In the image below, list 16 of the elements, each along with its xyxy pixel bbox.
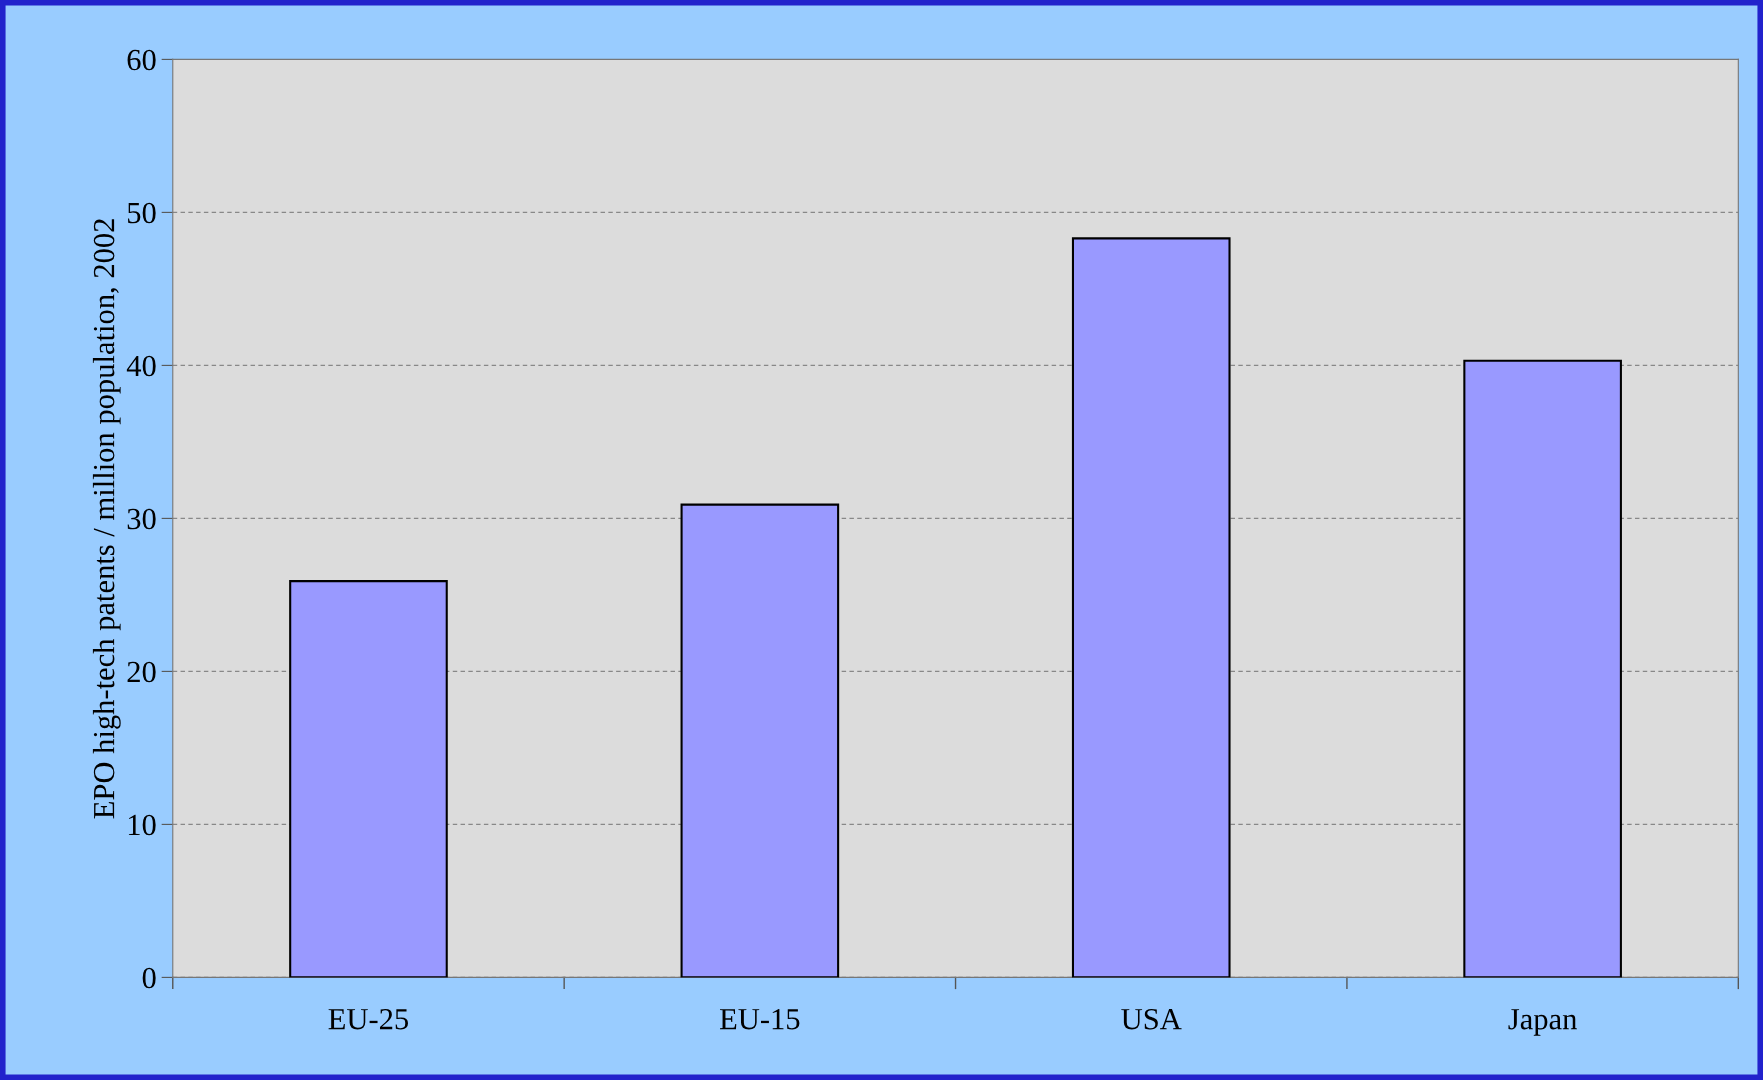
y-tick-label: 60 (127, 49, 156, 71)
bar (289, 580, 448, 978)
x-tick-label: EU-25 (328, 1008, 409, 1030)
y-tick-label: 40 (126, 355, 156, 377)
y-tick-label: 10 (128, 814, 156, 836)
x-tick-label: Japan (1508, 1009, 1577, 1036)
x-tick-label: USA (1121, 1008, 1182, 1030)
bar (680, 503, 840, 978)
y-tick-label: 50 (128, 202, 156, 224)
y-axis-title: EPO high-tech patents / million population, 2002 (92, 219, 121, 819)
bar (1071, 237, 1231, 978)
y-tick-label: 30 (127, 508, 156, 530)
bar (1463, 359, 1622, 978)
y-tick-label: 20 (127, 661, 156, 683)
y-tick-label: 0 (142, 967, 156, 989)
x-tick-label: EU-15 (720, 1008, 800, 1030)
